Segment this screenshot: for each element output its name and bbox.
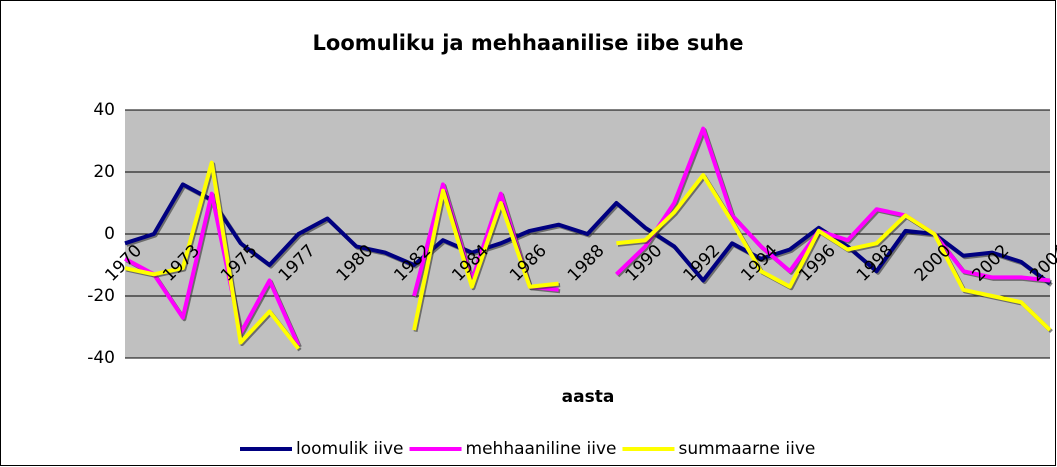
y-tick-label: 20 <box>93 162 115 182</box>
lines <box>124 126 1053 352</box>
legend-label: summaarne iive <box>678 439 815 459</box>
series-line <box>124 182 1052 286</box>
series-line <box>412 188 559 331</box>
y-tick-label: 40 <box>93 100 115 120</box>
legend-label: loomulik iive <box>296 439 404 459</box>
chart-title: Loomuliku ja mehhaanilise iibe suhe <box>313 31 744 55</box>
series-line <box>615 126 1051 283</box>
series-line <box>124 160 301 350</box>
series-line <box>125 183 1053 287</box>
x-axis-title: aasta <box>562 387 615 407</box>
y-tick-label: -20 <box>87 286 115 306</box>
legend-label: mehhaaniline iive <box>466 439 617 459</box>
series-line <box>616 173 1052 332</box>
y-tick-label: 0 <box>104 224 115 244</box>
y-tick-label: -40 <box>87 348 115 368</box>
legend: loomulik iive mehhaaniline iive summaarne … <box>240 439 815 459</box>
